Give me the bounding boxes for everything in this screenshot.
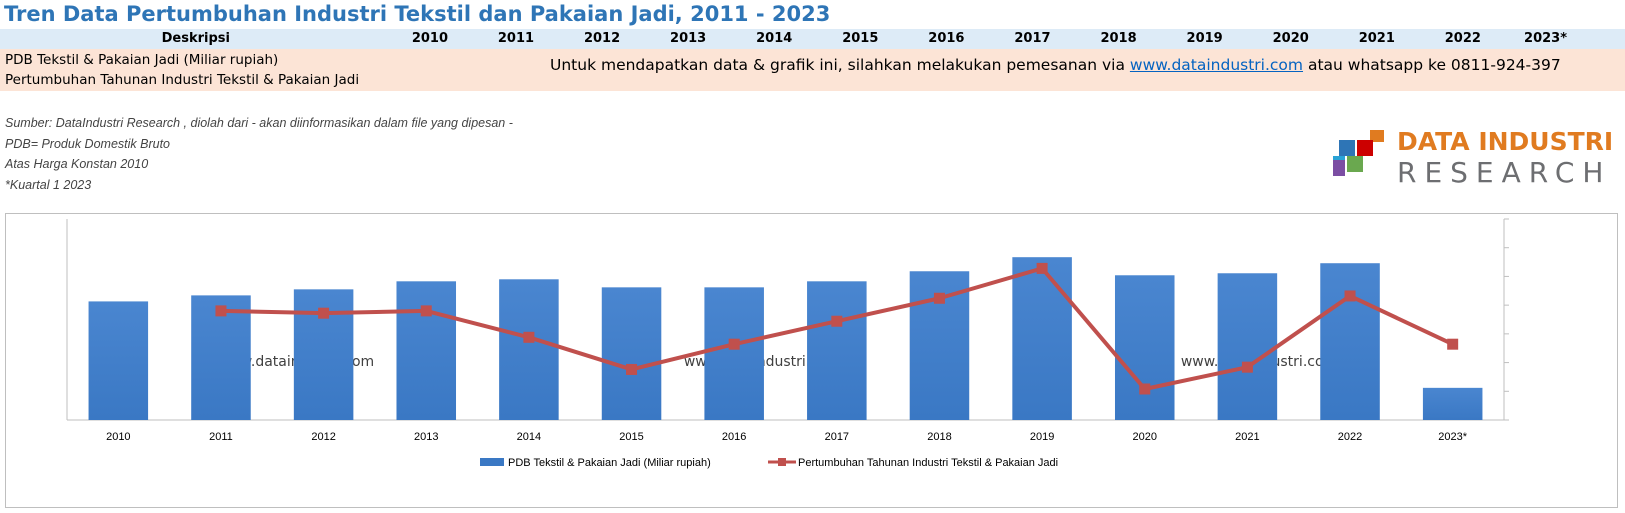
logo-square-purple xyxy=(1329,160,1345,176)
line-marker xyxy=(1139,383,1151,395)
line-marker xyxy=(933,292,945,304)
bar-pdb xyxy=(396,281,457,420)
year-header-cell: 2016 xyxy=(928,31,965,46)
year-header-cell: 2017 xyxy=(1014,31,1051,46)
order-note-suffix: atau whatsapp ke 0811-924-397 xyxy=(1307,56,1561,74)
line-marker xyxy=(1344,290,1356,302)
line-marker xyxy=(626,363,638,375)
x-tick-label: 2010 xyxy=(106,431,130,443)
year-header-cell: 2011 xyxy=(497,31,535,46)
x-tick-label: 2017 xyxy=(825,431,849,443)
bar-pdb xyxy=(88,301,149,420)
line-marker xyxy=(215,305,227,317)
year-header-cell: 2020 xyxy=(1272,31,1309,46)
bar-pdb xyxy=(601,287,662,420)
year-header-cell: 2019 xyxy=(1186,31,1223,46)
x-tick-label: 2015 xyxy=(619,431,643,443)
bar-pdb xyxy=(1320,263,1380,420)
note-constant-price: Atas Harga Konstan 2010 xyxy=(5,157,149,171)
line-marker xyxy=(1447,338,1459,350)
year-header-cell: 2021 xyxy=(1358,31,1395,46)
bar-pdb xyxy=(807,281,867,420)
legend-swatch-pdb xyxy=(480,458,504,466)
line-marker xyxy=(728,338,740,350)
line-marker xyxy=(1036,262,1048,274)
description-rows: PDB Tekstil & Pakaian Jadi (Miliar rupia… xyxy=(0,49,1625,91)
x-tick-label: 2012 xyxy=(311,431,335,443)
x-tick-label: 2018 xyxy=(927,431,951,443)
x-tick-label: 2014 xyxy=(517,431,541,443)
line-marker xyxy=(523,331,535,343)
year-header-cell: 2023* xyxy=(1524,31,1568,46)
row-pdb-label: PDB Tekstil & Pakaian Jadi (Miliar rupia… xyxy=(5,52,279,68)
order-note-prefix: Untuk mendapatkan data & grafik ini, sil… xyxy=(550,56,1125,74)
legend-swatch-growth-marker xyxy=(778,458,786,466)
page-title: Tren Data Pertumbuhan Industri Tekstil d… xyxy=(4,2,831,26)
logo-square-green xyxy=(1347,156,1363,172)
year-header-row: Deskripsi 2010 2011 2012 2013 2014 2015 2016 20… xyxy=(0,29,1625,49)
logo-text-line1: DATA INDUSTRI xyxy=(1397,127,1614,156)
line-marker xyxy=(420,305,432,317)
description-header: Deskripsi xyxy=(161,31,230,46)
x-tick-label: 2023* xyxy=(1438,431,1467,443)
bar-pdb xyxy=(704,287,764,420)
year-header-cell: 2022 xyxy=(1444,31,1481,46)
bar-pdb xyxy=(1422,387,1483,420)
year-header-cell: 2012 xyxy=(583,31,621,46)
year-header-cell: 2018 xyxy=(1100,31,1137,46)
bar-pdb xyxy=(499,279,559,420)
x-tick-label: 2011 xyxy=(209,431,233,443)
bar-pdb xyxy=(1012,257,1072,420)
line-marker xyxy=(318,307,330,319)
logo-mosaic-icon xyxy=(1329,128,1384,176)
year-header-cell: 2015 xyxy=(842,31,879,46)
x-tick-label: 2021 xyxy=(1235,431,1259,443)
legend-label-growth: Pertumbuhan Tahunan Industri Tekstil & P… xyxy=(798,457,1058,469)
bar-pdb xyxy=(1114,275,1175,420)
logo-text-line2: RESEARCH xyxy=(1397,156,1612,189)
line-marker xyxy=(1241,361,1253,373)
year-header-cell: 2010 xyxy=(411,31,448,46)
combo-chart: www.dataindustri.comwww.dataindustri.com… xyxy=(66,218,1509,469)
year-header-cell: 2013 xyxy=(670,31,707,46)
logo-square-blue xyxy=(1339,140,1355,156)
bar-pdb xyxy=(1217,273,1278,420)
note-quarter: *Kuartal 1 2023 xyxy=(5,177,92,192)
x-tick-label: 2019 xyxy=(1030,431,1054,443)
logo-square-red xyxy=(1357,140,1373,156)
note-source: Sumber: DataIndustri Research , diolah d… xyxy=(5,116,513,130)
source-notes: Sumber: DataIndustri Research , diolah d… xyxy=(5,113,513,195)
company-logo: DATA INDUSTRI RESEARCH xyxy=(1329,127,1618,190)
x-tick-label: 2022 xyxy=(1338,431,1362,443)
note-pdb: PDB= Produk Domestik Bruto xyxy=(5,136,170,151)
line-marker xyxy=(831,315,843,327)
order-link[interactable]: www.dataindustri.com xyxy=(1129,56,1304,74)
chart-frame: www.dataindustri.comwww.dataindustri.com… xyxy=(5,213,1618,508)
legend-label-pdb: PDB Tekstil & Pakaian Jadi (Miliar rupia… xyxy=(508,457,711,469)
x-tick-label: 2016 xyxy=(722,431,746,443)
x-tick-label: 2013 xyxy=(414,431,438,443)
year-header-cell: 2014 xyxy=(756,31,793,46)
row-growth-label: Pertumbuhan Tahunan Industri Tekstil & P… xyxy=(5,72,360,88)
order-note: Untuk mendapatkan data & grafik ini, sil… xyxy=(550,56,1561,74)
x-tick-label: 2020 xyxy=(1133,431,1157,443)
logo-square-orange xyxy=(1370,128,1384,142)
